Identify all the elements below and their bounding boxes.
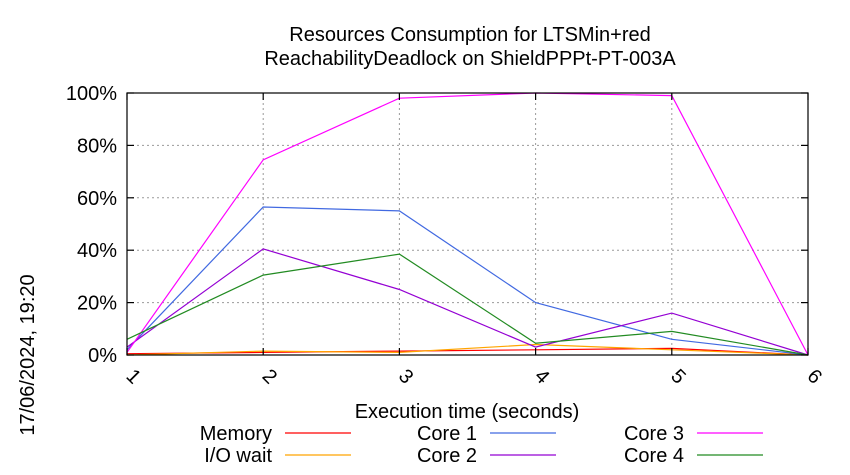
legend-label-core-3: Core 3 (624, 423, 684, 445)
y-tick-label: 0% (88, 345, 117, 367)
legend-label-i-o-wait: I/O wait (204, 445, 272, 467)
y-tick-label: 80% (77, 135, 117, 157)
legend-label-core-4: Core 4 (624, 445, 684, 467)
series-line-core-2 (126, 248, 809, 356)
plot-frame (126, 92, 809, 356)
series-line-core-3 (126, 92, 809, 356)
timestamp-label: 17/06/2024, 19:20 (17, 274, 39, 435)
chart-subtitle: ReachabilityDeadlock on ShieldPPPt-PT-00… (264, 48, 676, 70)
y-tick-label: 20% (77, 293, 117, 315)
y-tick-label: 40% (77, 240, 117, 262)
series-line-core-1 (126, 206, 809, 356)
x-tick-label: 2 (258, 365, 281, 388)
y-tick-label: 60% (77, 188, 117, 210)
x-tick-label: 5 (666, 365, 689, 388)
x-tick-label: 6 (803, 365, 826, 388)
x-tick-label: 4 (530, 365, 553, 388)
series-lines (126, 92, 809, 356)
axis-ticks: 0% 20% 40% 60% 80% 100% 1 2 3 4 5 6 (66, 83, 826, 388)
legend-label-core-2: Core 2 (417, 445, 477, 467)
grid (127, 93, 808, 355)
chart-title: Resources Consumption for LTSMin+red (289, 24, 650, 46)
series-line-core-4 (126, 253, 809, 356)
series-line-i-o-wait (126, 343, 809, 356)
y-tick-label: 100% (66, 83, 117, 105)
series-line-memory (126, 347, 809, 356)
x-axis-label: Execution time (seconds) (355, 401, 580, 423)
x-tick-label: 3 (394, 365, 417, 388)
legend-label-core-1: Core 1 (417, 423, 477, 445)
x-tick-label: 1 (122, 365, 145, 388)
legend-label-memory: Memory (200, 423, 272, 445)
